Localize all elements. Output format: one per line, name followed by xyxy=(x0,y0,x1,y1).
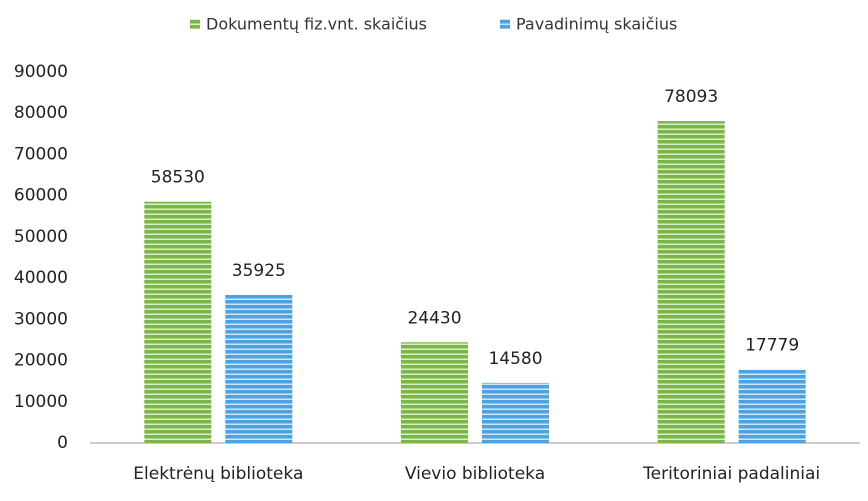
bar xyxy=(144,201,212,443)
legend-label: Dokumentų fiz.vnt. skaičius xyxy=(206,15,427,34)
y-tick-label: 90000 xyxy=(14,62,68,82)
bar xyxy=(225,294,293,443)
legend-swatch xyxy=(500,19,510,29)
bar xyxy=(657,121,725,443)
y-tick-label: 40000 xyxy=(14,268,68,288)
x-tick-label: Teritoriniai padaliniai xyxy=(642,464,820,484)
data-label: 24430 xyxy=(407,308,461,328)
y-tick-label: 20000 xyxy=(14,351,68,371)
y-tick-label: 70000 xyxy=(14,144,68,164)
bar xyxy=(401,342,468,443)
bar xyxy=(738,369,806,443)
x-tick-label: Vievio biblioteka xyxy=(405,464,545,484)
y-tick-label: 50000 xyxy=(14,227,68,247)
data-label: 14580 xyxy=(488,349,542,369)
data-label: 58530 xyxy=(151,168,205,188)
y-tick-label: 80000 xyxy=(14,103,68,123)
legend-label: Pavadinimų skaičius xyxy=(516,15,677,34)
y-tick-label: 10000 xyxy=(14,392,68,412)
data-label: 35925 xyxy=(232,261,286,281)
y-tick-label: 30000 xyxy=(14,309,68,329)
y-tick-label: 0 xyxy=(57,433,68,453)
data-label: 17779 xyxy=(745,336,799,356)
legend-swatch xyxy=(190,19,200,29)
data-label: 78093 xyxy=(664,87,718,107)
bar xyxy=(482,382,549,443)
y-tick-label: 60000 xyxy=(14,186,68,206)
x-tick-label: Elektrėnų biblioteka xyxy=(133,464,303,484)
